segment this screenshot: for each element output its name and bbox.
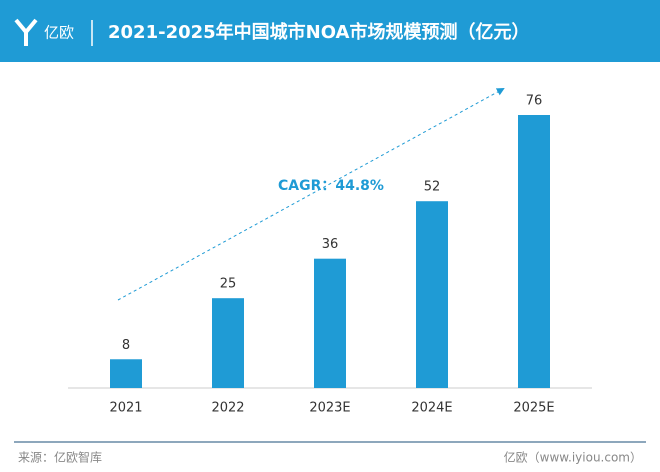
bar xyxy=(518,115,550,388)
x-tick-label: 2024E xyxy=(411,401,452,416)
x-tick-label: 2022 xyxy=(211,401,244,416)
annotation: CAGR：44.8% xyxy=(278,178,384,194)
bar xyxy=(110,359,142,388)
bar xyxy=(416,201,448,388)
value-label: 36 xyxy=(322,237,339,252)
x-tick-label: 2025E xyxy=(513,401,554,416)
header-banner xyxy=(0,0,660,62)
x-tick-label: 2021 xyxy=(109,401,142,416)
value-label: 76 xyxy=(526,94,543,109)
value-label: 52 xyxy=(424,180,441,195)
bar xyxy=(314,258,346,388)
value-label: 8 xyxy=(122,338,130,353)
value-label: 25 xyxy=(220,277,237,292)
brand: 亿欧 xyxy=(44,24,74,42)
source: 来源：亿欧智库 xyxy=(18,450,102,465)
bar xyxy=(212,298,244,388)
trend-arrow xyxy=(117,88,505,301)
logo-icon xyxy=(14,18,38,46)
x-tick-label: 2023E xyxy=(309,401,350,416)
chart-title: 2021-2025年中国城市NOA市场规模预测（亿元） xyxy=(108,21,529,43)
footer: 亿欧（www.iyiou.com） xyxy=(504,450,642,465)
